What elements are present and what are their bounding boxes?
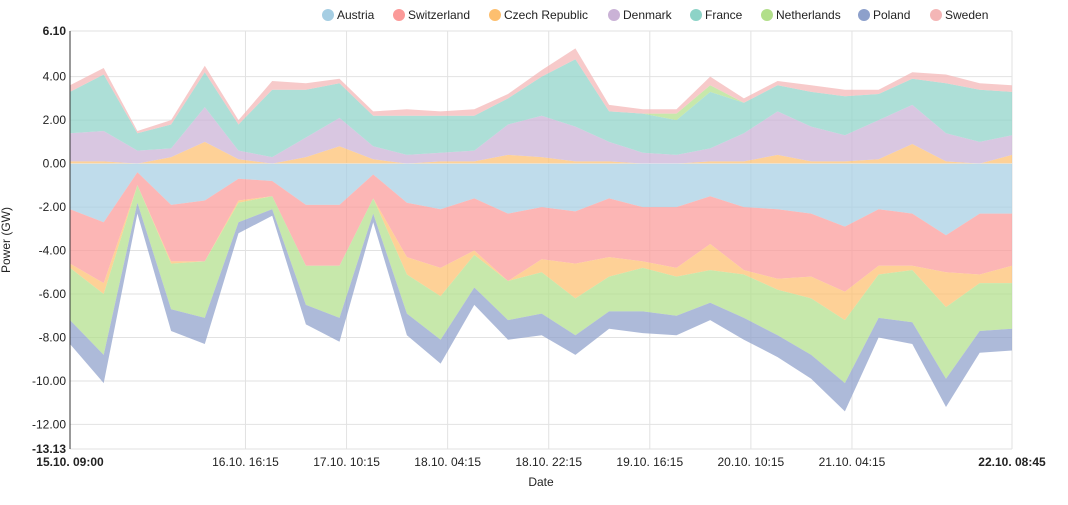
area-positive-denmark bbox=[70, 104, 1012, 164]
x-axis-label: Date bbox=[528, 475, 554, 489]
y-tick-label: 6.10 bbox=[43, 24, 67, 38]
legend-swatch bbox=[930, 9, 942, 21]
legend-swatch bbox=[608, 9, 620, 21]
x-axis-ticks: 15.10. 09:00 16.10. 16:15 17.10. 10:15 18.1… bbox=[36, 455, 1046, 469]
area-negative-austria bbox=[70, 163, 1012, 236]
y-tick-label: 0.00 bbox=[43, 157, 67, 171]
x-tick-label: 15.10. 09:00 bbox=[36, 455, 104, 469]
y-tick-label: -10.00 bbox=[32, 374, 66, 388]
legend-item-denmark[interactable]: Denmark bbox=[608, 8, 673, 22]
x-tick-label: 17.10. 10:15 bbox=[313, 455, 380, 469]
legend-swatch bbox=[690, 9, 702, 21]
area-negative-netherlands bbox=[70, 185, 1012, 384]
legend-swatch bbox=[761, 9, 773, 21]
legend-item-switzerland[interactable]: Switzerland bbox=[393, 8, 470, 22]
y-tick-label: -8.00 bbox=[39, 330, 67, 344]
x-tick-label: 18.10. 22:15 bbox=[515, 455, 582, 469]
legend-swatch bbox=[393, 9, 405, 21]
x-tick-label: 20.10. 10:15 bbox=[718, 455, 785, 469]
legend-label: Poland bbox=[873, 8, 910, 22]
legend-swatch bbox=[322, 9, 334, 21]
area-series bbox=[70, 48, 1012, 412]
x-tick-label: 22.10. 08:45 bbox=[978, 455, 1046, 469]
legend-label: Denmark bbox=[623, 8, 673, 22]
area-positive-france bbox=[70, 59, 1012, 158]
y-tick-label: -12.00 bbox=[32, 417, 66, 431]
legend-swatch bbox=[858, 9, 870, 21]
legend-item-czech-republic[interactable]: Czech Republic bbox=[489, 8, 588, 22]
x-tick-label: 16.10. 16:15 bbox=[212, 455, 279, 469]
y-tick-label: -4.00 bbox=[39, 244, 67, 258]
legend-label: France bbox=[705, 8, 743, 22]
legend-swatch bbox=[489, 9, 501, 21]
y-axis-ticks: 6.10 4.00 2.00 0.00 -2.00 -4.00 -6.00 -8.00 -10.… bbox=[32, 24, 66, 456]
x-tick-label: 19.10. 16:15 bbox=[616, 455, 683, 469]
y-tick-label: -6.00 bbox=[39, 287, 67, 301]
y-tick-label: 2.00 bbox=[43, 113, 67, 127]
legend-item-austria[interactable]: Austria bbox=[322, 8, 375, 22]
legend-label: Czech Republic bbox=[504, 8, 588, 22]
legend-item-sweden[interactable]: Sweden bbox=[930, 8, 988, 22]
y-tick-label: 4.00 bbox=[43, 70, 67, 84]
legend-label: Switzerland bbox=[408, 8, 470, 22]
x-tick-label: 18.10. 04:15 bbox=[414, 455, 481, 469]
y-tick-label: -2.00 bbox=[39, 200, 67, 214]
legend-label: Austria bbox=[337, 8, 375, 22]
legend-label: Netherlands bbox=[776, 8, 841, 22]
legend-item-poland[interactable]: Poland bbox=[858, 8, 910, 22]
x-tick-label: 21.10. 04:15 bbox=[819, 455, 886, 469]
y-tick-label: -13.13 bbox=[32, 442, 66, 456]
area-negative-switzerland bbox=[70, 172, 1012, 292]
area-positive-czech-republic bbox=[70, 141, 1012, 164]
legend-item-netherlands[interactable]: Netherlands bbox=[761, 8, 841, 22]
legend-label: Sweden bbox=[945, 8, 988, 22]
legend-item-france[interactable]: France bbox=[690, 8, 743, 22]
y-axis-label: Power (GW) bbox=[0, 207, 13, 273]
legend: Austria Switzerland Czech Republic Denmark F… bbox=[322, 8, 988, 22]
area-negative-czech-republic bbox=[70, 185, 1012, 321]
area-positive-sweden bbox=[70, 48, 1012, 134]
